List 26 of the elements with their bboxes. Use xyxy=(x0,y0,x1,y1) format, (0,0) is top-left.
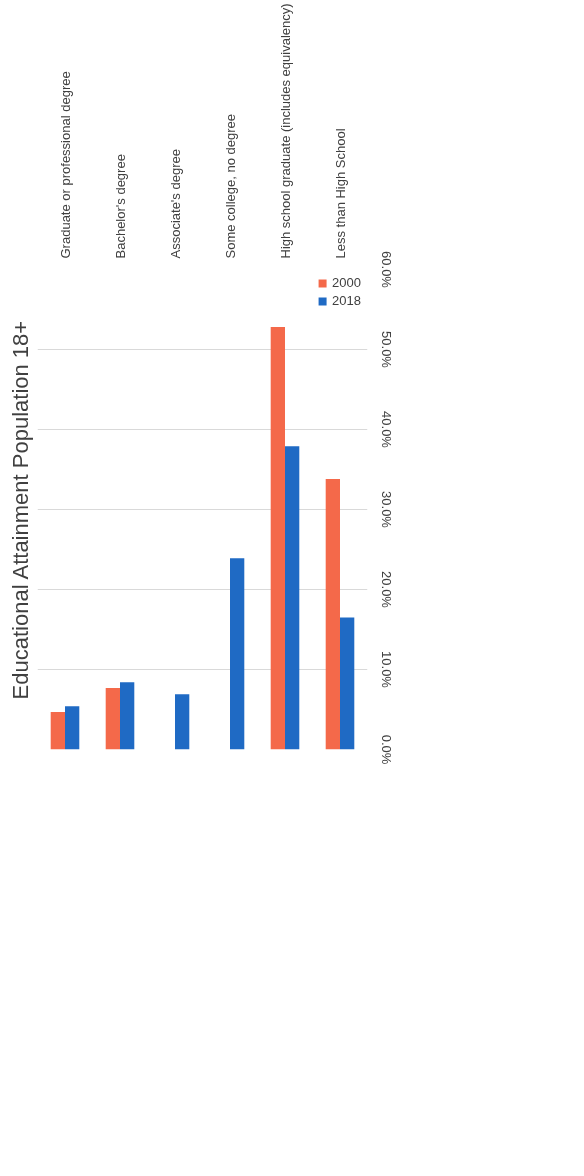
y-tick-label: 10.0% xyxy=(378,651,394,689)
y-tick-label: 60.0% xyxy=(378,251,394,289)
bar xyxy=(230,558,245,750)
bar xyxy=(50,711,65,750)
bar xyxy=(270,327,285,750)
text: Educational Attainment Population 18+ xyxy=(7,320,33,700)
x-tick-label: Less than High School xyxy=(332,128,348,259)
bar xyxy=(105,687,120,750)
y-tick-label: 40.0% xyxy=(378,411,394,449)
y-tick-label: 0.0% xyxy=(378,734,394,765)
legend-label: 2000 xyxy=(332,275,361,290)
y-tick-label: 30.0% xyxy=(378,491,394,529)
x-tick-label: Some college, no degree xyxy=(222,113,238,259)
y-tick-label: 20.0% xyxy=(378,571,394,609)
bar xyxy=(120,682,135,750)
x-tick-label: Bachelor's degree xyxy=(112,154,128,259)
bar xyxy=(285,446,300,750)
x-tick-label: High school graduate (includes equivalency) xyxy=(277,3,293,259)
bar xyxy=(175,694,190,750)
bar xyxy=(65,706,80,750)
bar xyxy=(325,479,340,750)
legend-label: 2018 xyxy=(332,293,361,308)
x-tick-label: Graduate or professional degree xyxy=(57,71,73,259)
x-tick-label: Associate's degree xyxy=(167,149,183,259)
y-tick-label: 50.0% xyxy=(378,331,394,369)
bar xyxy=(340,617,355,750)
